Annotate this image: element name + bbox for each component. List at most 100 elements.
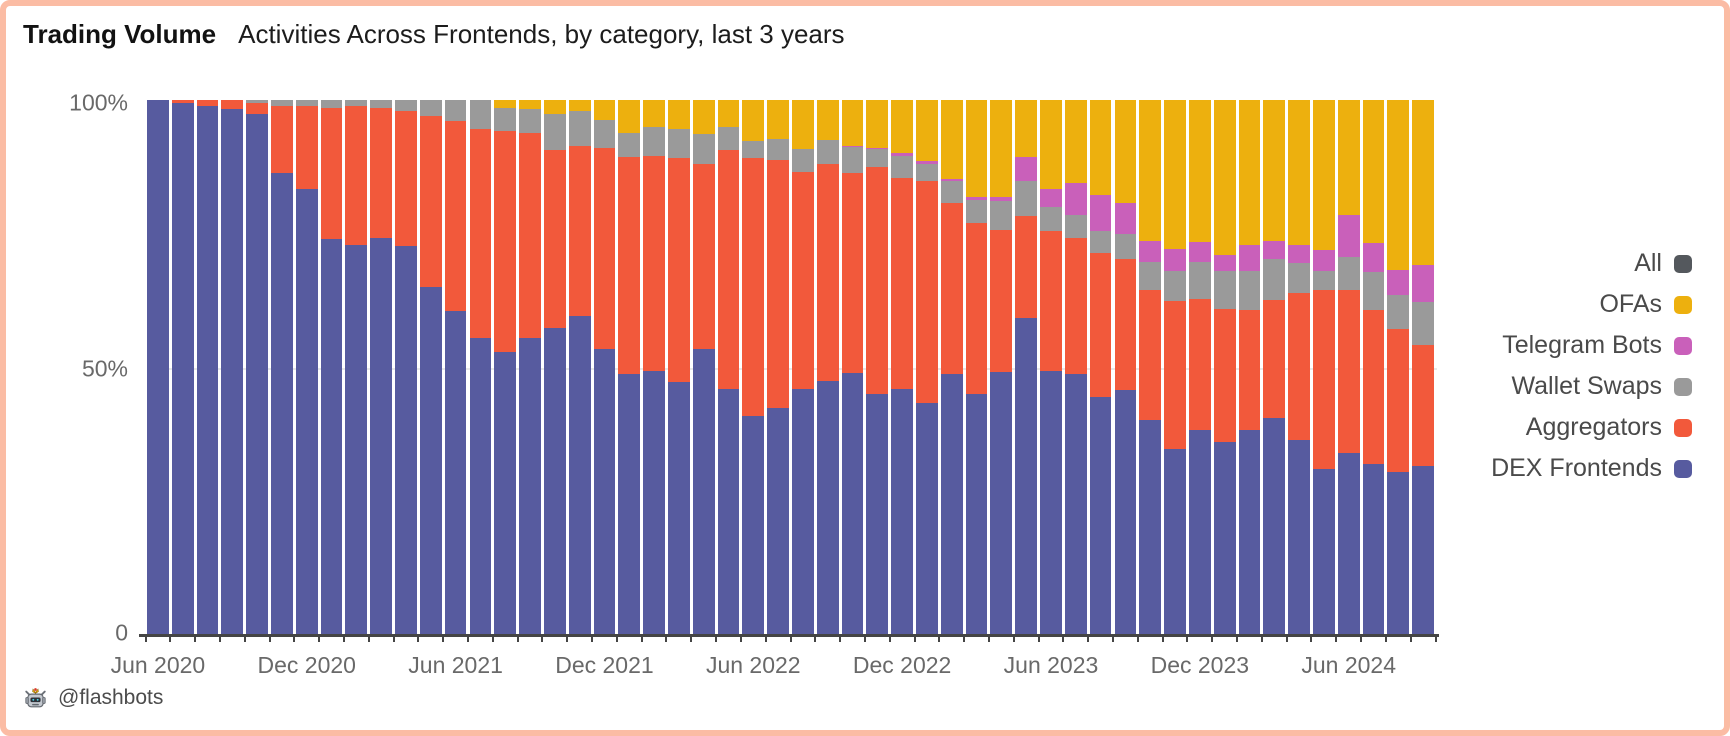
bar-may-2022[interactable]	[717, 100, 740, 635]
segment-wallet-swaps[interactable]	[891, 156, 914, 178]
bar-apr-2022[interactable]	[692, 100, 715, 635]
bar-feb-2021[interactable]	[345, 100, 368, 635]
segment-ofas[interactable]	[1288, 100, 1310, 245]
segment-dex-frontends[interactable]	[916, 403, 938, 635]
segment-aggregators[interactable]	[1387, 329, 1410, 473]
segment-wallet-swaps[interactable]	[965, 200, 988, 223]
segment-aggregators[interactable]	[965, 222, 988, 394]
segment-aggregators[interactable]	[1040, 230, 1062, 372]
segment-ofas[interactable]	[593, 100, 616, 121]
segment-dex-frontends[interactable]	[1064, 373, 1087, 635]
bar-may-2023[interactable]	[1015, 100, 1038, 635]
segment-telegram-bots[interactable]	[866, 147, 889, 150]
segment-dex-frontends[interactable]	[891, 388, 914, 635]
segment-dex-frontends[interactable]	[1412, 466, 1434, 635]
segment-dex-frontends[interactable]	[1387, 472, 1410, 635]
segment-aggregators[interactable]	[320, 108, 343, 240]
segment-telegram-bots[interactable]	[1188, 242, 1211, 262]
bar-sep-2021[interactable]	[519, 100, 541, 635]
segment-aggregators[interactable]	[519, 133, 541, 338]
segment-wallet-swaps[interactable]	[419, 100, 442, 117]
segment-aggregators[interactable]	[1089, 252, 1112, 397]
segment-wallet-swaps[interactable]	[643, 126, 665, 156]
bar-dec-2023[interactable]	[1188, 100, 1211, 635]
segment-wallet-swaps[interactable]	[1139, 261, 1162, 291]
segment-wallet-swaps[interactable]	[469, 100, 492, 130]
segment-aggregators[interactable]	[568, 146, 591, 316]
bar-feb-2023[interactable]	[940, 100, 963, 635]
segment-aggregators[interactable]	[444, 121, 467, 312]
segment-ofas[interactable]	[667, 100, 690, 130]
segment-telegram-bots[interactable]	[1238, 245, 1261, 271]
segment-wallet-swaps[interactable]	[1362, 271, 1385, 310]
segment-telegram-bots[interactable]	[1288, 245, 1310, 264]
segment-wallet-swaps[interactable]	[816, 140, 839, 165]
segment-aggregators[interactable]	[494, 130, 517, 352]
segment-ofas[interactable]	[916, 100, 938, 162]
segment-wallet-swaps[interactable]	[940, 180, 963, 203]
segment-dex-frontends[interactable]	[618, 373, 641, 635]
segment-wallet-swaps[interactable]	[246, 100, 269, 104]
segment-ofas[interactable]	[940, 100, 963, 179]
segment-aggregators[interactable]	[1164, 300, 1186, 449]
segment-telegram-bots[interactable]	[1263, 240, 1286, 259]
bar-feb-2022[interactable]	[643, 100, 665, 635]
segment-wallet-swaps[interactable]	[1337, 256, 1360, 291]
segment-wallet-swaps[interactable]	[792, 149, 814, 172]
bar-jun-2022[interactable]	[742, 100, 765, 635]
segment-dex-frontends[interactable]	[395, 245, 417, 635]
bar-jul-2020[interactable]	[171, 100, 194, 635]
segment-dex-frontends[interactable]	[841, 373, 864, 635]
segment-ofas[interactable]	[643, 100, 665, 127]
segment-telegram-bots[interactable]	[1114, 203, 1137, 235]
segment-ofas[interactable]	[866, 100, 889, 148]
segment-aggregators[interactable]	[1213, 309, 1236, 443]
segment-ofas[interactable]	[1188, 100, 1211, 243]
segment-ofas[interactable]	[1064, 100, 1087, 184]
segment-telegram-bots[interactable]	[1089, 194, 1112, 231]
segment-ofas[interactable]	[742, 100, 765, 142]
segment-ofas[interactable]	[543, 100, 566, 114]
segment-ofas[interactable]	[1040, 100, 1062, 190]
segment-ofas[interactable]	[1337, 100, 1360, 216]
segment-dex-frontends[interactable]	[593, 348, 616, 635]
segment-wallet-swaps[interactable]	[841, 147, 864, 173]
segment-dex-frontends[interactable]	[419, 287, 442, 635]
bar-mar-2022[interactable]	[667, 100, 690, 635]
bar-jan-2023[interactable]	[916, 100, 938, 635]
bar-may-2021[interactable]	[419, 100, 442, 635]
segment-dex-frontends[interactable]	[1337, 452, 1360, 635]
segment-dex-frontends[interactable]	[271, 172, 293, 635]
segment-wallet-swaps[interactable]	[1238, 270, 1261, 310]
bar-apr-2023[interactable]	[990, 100, 1013, 635]
segment-aggregators[interactable]	[643, 155, 665, 371]
segment-wallet-swaps[interactable]	[295, 100, 318, 107]
segment-wallet-swaps[interactable]	[1015, 180, 1038, 216]
segment-dex-frontends[interactable]	[196, 106, 219, 635]
segment-wallet-swaps[interactable]	[767, 139, 789, 161]
bar-aug-2020[interactable]	[196, 100, 219, 635]
bar-aug-2022[interactable]	[792, 100, 814, 635]
segment-aggregators[interactable]	[742, 158, 765, 416]
segment-telegram-bots[interactable]	[1064, 183, 1087, 216]
segment-aggregators[interactable]	[395, 110, 417, 246]
segment-aggregators[interactable]	[618, 156, 641, 374]
segment-ofas[interactable]	[767, 100, 789, 140]
segment-telegram-bots[interactable]	[940, 178, 963, 181]
segment-aggregators[interactable]	[543, 150, 566, 329]
segment-ofas[interactable]	[1412, 100, 1434, 265]
segment-telegram-bots[interactable]	[1312, 249, 1335, 271]
bar-jul-2023[interactable]	[1064, 100, 1087, 635]
segment-aggregators[interactable]	[866, 167, 889, 394]
segment-telegram-bots[interactable]	[1213, 254, 1236, 271]
segment-dex-frontends[interactable]	[1040, 371, 1062, 635]
segment-wallet-swaps[interactable]	[618, 132, 641, 157]
bar-feb-2024[interactable]	[1238, 100, 1261, 635]
legend-item-wallet-swaps[interactable]: Wallet Swaps	[1511, 372, 1692, 401]
bar-nov-2023[interactable]	[1164, 100, 1186, 635]
segment-wallet-swaps[interactable]	[444, 100, 467, 122]
segment-aggregators[interactable]	[1412, 344, 1434, 467]
bar-aug-2024[interactable]	[1387, 100, 1410, 635]
bar-jul-2024[interactable]	[1362, 100, 1385, 635]
segment-dex-frontends[interactable]	[171, 102, 194, 635]
